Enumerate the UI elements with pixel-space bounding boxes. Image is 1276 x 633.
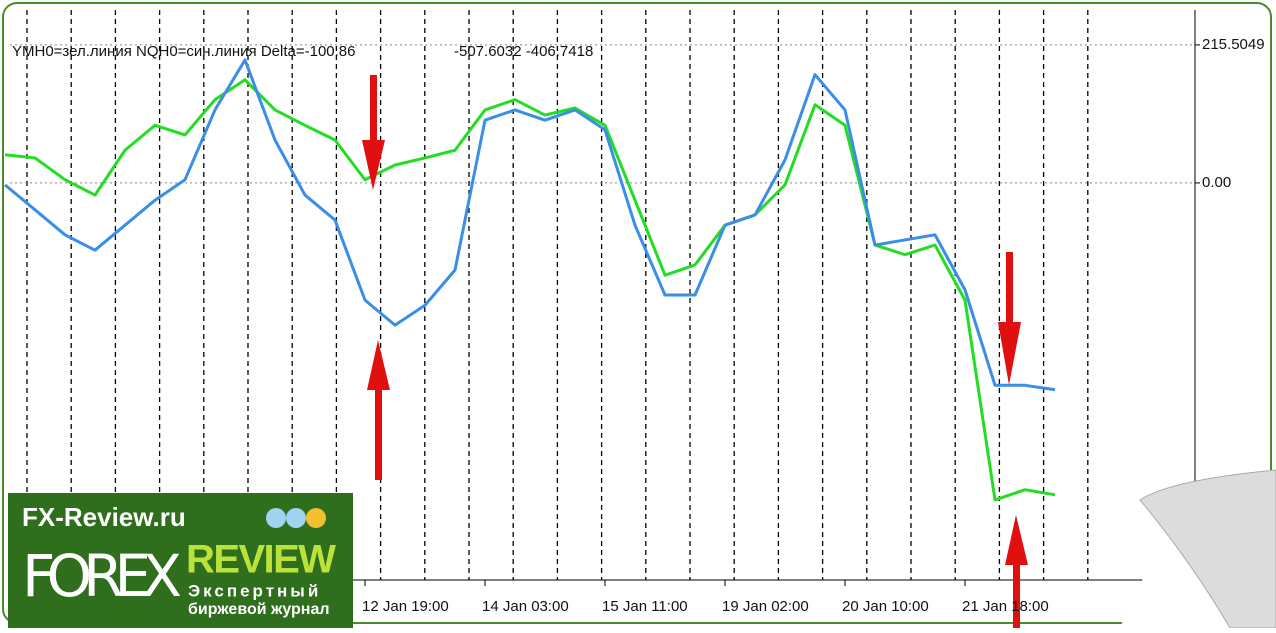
logo: FX-Review.ru FOREX REVIEW Экспертный бир… — [8, 493, 353, 628]
arrows — [362, 75, 1028, 628]
x-tick-label: 15 Jan 11:00 — [602, 598, 688, 615]
arrow — [367, 340, 390, 390]
chart-title: YMH0=зел.линия NQH0=син.линия Delta=-100… — [12, 43, 356, 60]
page-curl — [1120, 469, 1276, 629]
series-line — [4, 78, 1056, 502]
frame — [2, 2, 1272, 624]
arrow — [1005, 515, 1028, 565]
arrow — [375, 380, 382, 480]
series-line — [4, 58, 1056, 392]
x-tick-label: 12 Jan 19:00 — [362, 598, 449, 615]
chart-subtitle: -507.6032 -406.7418 — [454, 43, 593, 60]
coin — [306, 508, 326, 528]
x-tick-label: 14 Jan 03:00 — [482, 598, 569, 615]
logo-tagline: биржевой журнал — [188, 601, 330, 618]
arrow — [1006, 252, 1013, 332]
coin — [286, 508, 306, 528]
arrow — [370, 75, 377, 150]
x-tick-label: 20 Jan 10:00 — [842, 598, 929, 615]
arrow — [998, 322, 1021, 385]
arrow — [1013, 555, 1020, 628]
logo-brand: FOREX — [22, 542, 182, 610]
arrow — [362, 140, 385, 190]
grid — [10, 44, 1200, 586]
logo-tagline: Экспертный — [188, 581, 321, 600]
logo-site: FX-Review.ru — [22, 502, 186, 532]
y-tick-label: 0.00 — [1202, 174, 1231, 191]
lines — [4, 58, 1056, 502]
period-separators — [26, 10, 1089, 580]
y-tick-label: 215.5049 — [1202, 36, 1265, 53]
x-tick-label: 21 Jan 18:00 — [962, 598, 1049, 615]
logo-brand2: REVIEW — [186, 538, 336, 582]
x-tick-label: 19 Jan 02:00 — [722, 598, 809, 615]
coin — [266, 508, 286, 528]
curl — [1139, 469, 1276, 629]
